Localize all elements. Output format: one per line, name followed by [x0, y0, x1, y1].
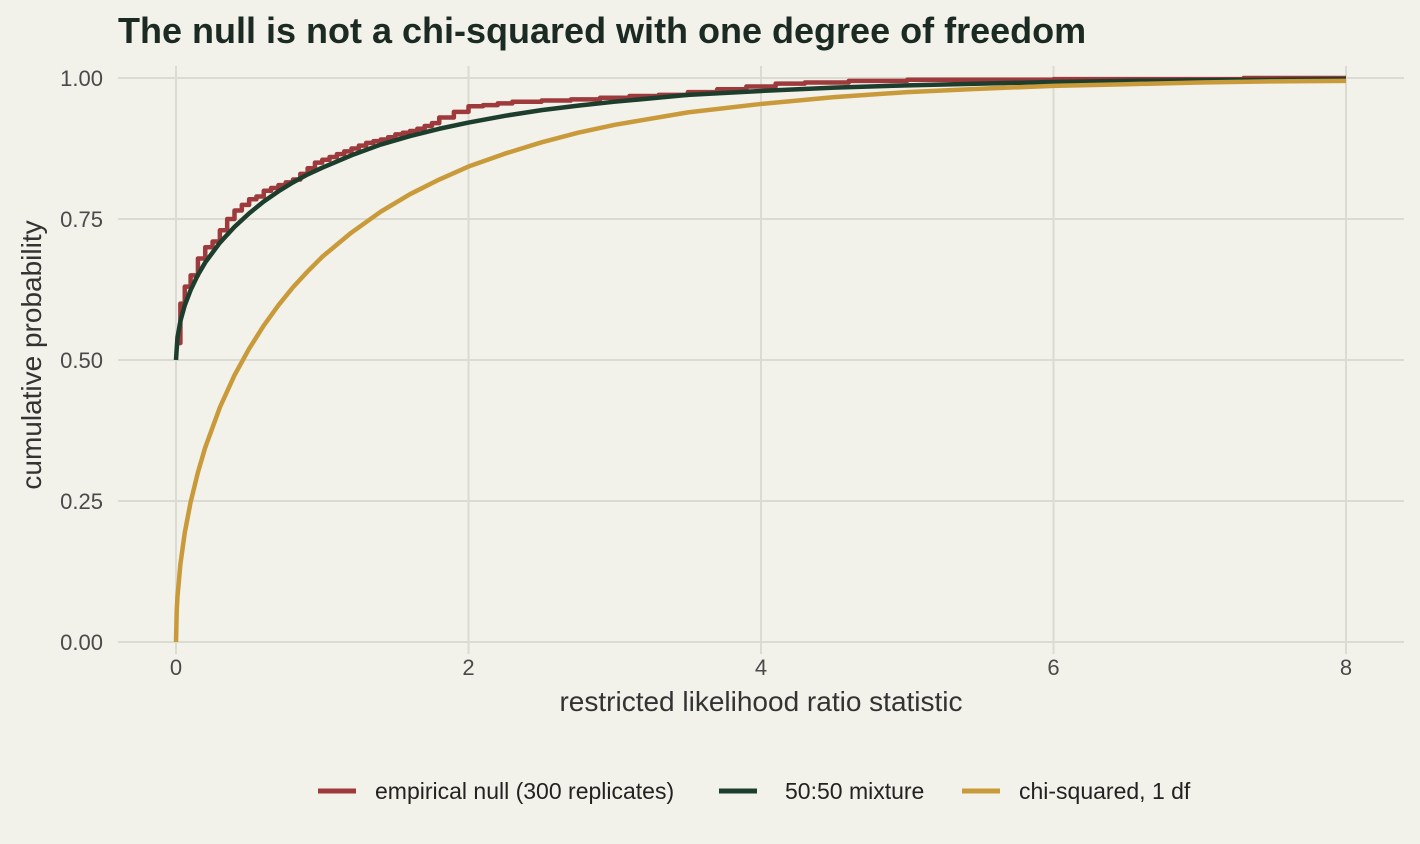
x-tick-label: 2: [462, 655, 474, 680]
x-axis-ticks: 0 2 4 6 8: [170, 655, 1352, 680]
x-tick-label: 8: [1340, 655, 1352, 680]
legend: empirical null (300 replicates) 50:50 mi…: [318, 778, 1191, 804]
legend-label-empirical: empirical null (300 replicates): [375, 778, 674, 804]
x-tick-label: 6: [1047, 655, 1059, 680]
series-line-chi-squared: [173, 78, 1347, 643]
y-tick-label: 0.50: [60, 348, 103, 373]
legend-label-mixture: 50:50 mixture: [785, 778, 924, 804]
series-line-mixture: [173, 76, 1347, 361]
y-tick-label: 1.00: [60, 66, 103, 91]
y-axis-label: cumulative probability: [16, 220, 47, 489]
legend-label-chi-squared: chi-squared, 1 df: [1019, 778, 1191, 804]
x-tick-label: 4: [755, 655, 767, 680]
x-tick-label: 0: [170, 655, 182, 680]
y-axis-ticks: 0.00 0.25 0.50 0.75 1.00: [60, 66, 103, 655]
y-tick-label: 0.00: [60, 630, 103, 655]
plot-area: [173, 75, 1347, 643]
y-tick-label: 0.75: [60, 207, 103, 232]
grid: [118, 66, 1404, 654]
y-tick-label: 0.25: [60, 489, 103, 514]
chart-title: The null is not a chi-squared with one d…: [118, 10, 1086, 51]
series-line-empirical: [176, 75, 1346, 346]
x-axis-label: restricted likelihood ratio statistic: [559, 686, 962, 717]
